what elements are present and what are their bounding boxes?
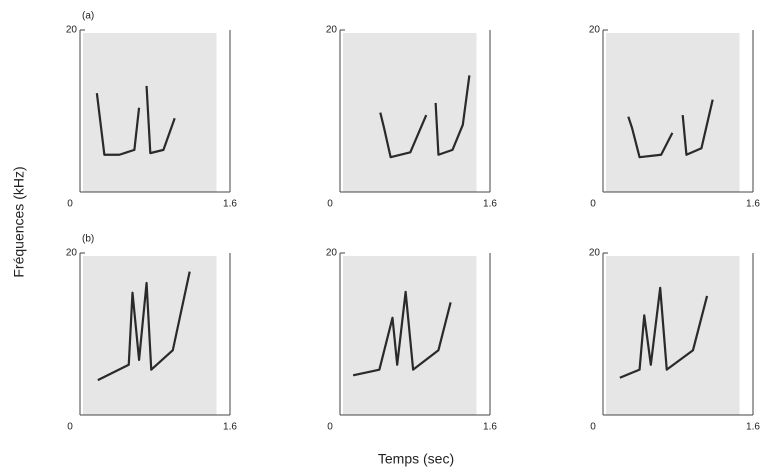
plot-background	[606, 33, 740, 192]
x-tick-label: 0	[590, 422, 596, 433]
y-tick-label: 20	[326, 248, 338, 259]
trace	[95, 93, 141, 156]
y-tick-label: 20	[589, 25, 601, 36]
x-tick-label: 1.6	[746, 199, 760, 210]
x-axis-label: Temps (sec)	[378, 451, 454, 467]
x-tick-label: 0	[67, 422, 73, 433]
panel-label: (a)	[82, 11, 94, 22]
trace	[619, 286, 709, 379]
y-tick-label: 20	[326, 25, 338, 36]
y-tick-label: 20	[589, 248, 601, 259]
trace	[145, 85, 176, 155]
x-tick-label: 1.6	[483, 199, 497, 210]
plot-background	[343, 33, 477, 192]
x-tick-label: 1.6	[223, 199, 237, 210]
plot-background	[606, 256, 740, 415]
trace	[627, 116, 674, 159]
trace	[681, 99, 714, 156]
y-tick-label: 20	[66, 25, 78, 36]
x-tick-label: 0	[327, 199, 333, 210]
x-tick-label: 0	[67, 199, 73, 210]
trace	[434, 75, 471, 156]
panel-label: (b)	[82, 234, 94, 245]
x-tick-label: 0	[590, 199, 596, 210]
y-tick-label: 20	[66, 248, 78, 259]
x-tick-label: 1.6	[746, 422, 760, 433]
trace	[379, 112, 428, 159]
trace	[97, 271, 191, 382]
x-tick-label: 1.6	[483, 422, 497, 433]
plot-background	[83, 33, 217, 192]
trace	[352, 290, 452, 377]
x-tick-label: 0	[327, 422, 333, 433]
y-axis-label: Fréquences (kHz)	[11, 166, 27, 277]
x-tick-label: 1.6	[223, 422, 237, 433]
